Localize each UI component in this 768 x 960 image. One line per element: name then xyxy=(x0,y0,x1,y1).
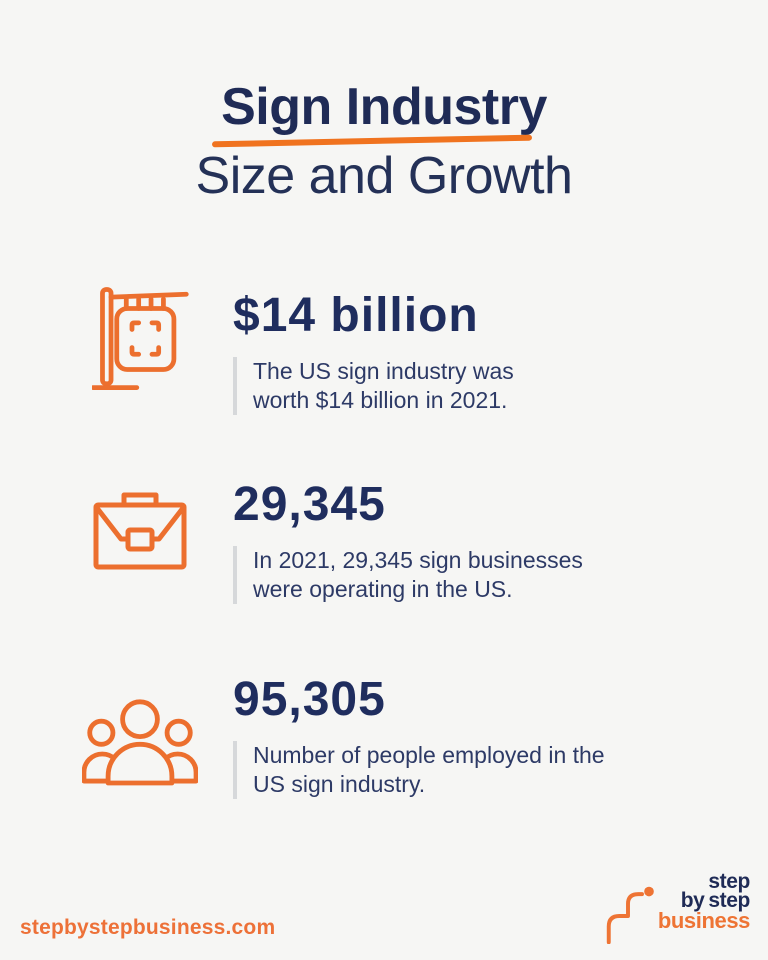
logo-steps-icon xyxy=(606,886,654,944)
title-underline xyxy=(211,134,533,148)
stat-value: $14 billion xyxy=(233,289,479,342)
logo-text-step: step xyxy=(708,870,750,893)
step-by-step-business-logo: step by step business xyxy=(600,870,751,944)
website-link[interactable]: stepbystepbusiness.com xyxy=(20,916,276,939)
page-title: Sign Industry xyxy=(221,78,547,136)
people-icon xyxy=(82,694,198,786)
logo-text-business: business xyxy=(657,908,751,933)
header: Sign Industry Size and Growth xyxy=(0,78,768,205)
stat-description: In 2021, 29,345 sign businesses were ope… xyxy=(233,545,583,604)
logo-dot-icon xyxy=(644,886,654,897)
stat-value: 95,305 xyxy=(233,673,386,726)
stat-value: 29,345 xyxy=(233,478,386,531)
stat-description: The US sign industry was worth $14 billi… xyxy=(233,356,514,415)
hanging-sign-icon xyxy=(92,284,192,395)
stat-description: Number of people employed in the US sign… xyxy=(233,740,605,799)
page-subtitle: Size and Growth xyxy=(195,147,573,206)
briefcase-icon xyxy=(90,489,190,570)
logo-text-by-step: by step xyxy=(680,889,751,912)
